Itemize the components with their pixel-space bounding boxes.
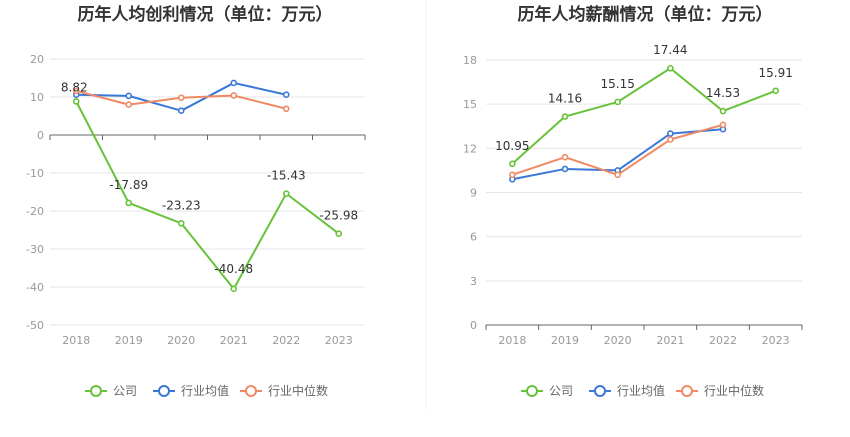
y-tick-label: -30 xyxy=(26,243,44,256)
data-point-industry_median xyxy=(719,121,727,129)
data-point-industry_median xyxy=(282,105,290,113)
legend-swatch-marker xyxy=(90,385,102,397)
legend-label: 行业均值 xyxy=(617,383,665,398)
legend-swatch-marker xyxy=(594,385,606,397)
legend-label: 公司 xyxy=(549,384,573,398)
data-label: -25.98 xyxy=(319,209,358,223)
data-point-company xyxy=(719,107,727,115)
legend-label: 公司 xyxy=(113,384,137,398)
legend-swatch-marker xyxy=(526,385,538,397)
y-tick-label: 0 xyxy=(37,129,44,142)
data-label: 10.95 xyxy=(495,139,529,153)
y-tick-label: 10 xyxy=(30,91,44,104)
data-point-industry_avg xyxy=(177,107,185,114)
x-tick-label: 2018 xyxy=(62,334,90,347)
y-tick-label: -10 xyxy=(26,167,44,180)
data-point-industry_median xyxy=(614,171,621,179)
data-label: -15.43 xyxy=(267,169,306,183)
data-point-industry_avg xyxy=(125,92,133,100)
x-tick-label: 2019 xyxy=(115,334,143,347)
y-tick-label: 12 xyxy=(463,142,477,155)
chart-title: 历年人均薪酬情况（单位：万元） xyxy=(518,4,773,25)
x-tick-label: 2023 xyxy=(325,334,353,347)
data-point-industry_median xyxy=(561,153,569,161)
chart-2: 历年人均薪酬情况（单位：万元） 18 15 12 9 6 3 0 2018 2019 2020 202… xyxy=(463,4,803,398)
data-point-industry_median xyxy=(177,94,185,102)
data-point-industry_median xyxy=(667,136,674,143)
data-point-industry_median xyxy=(509,171,516,179)
x-tick-label: 2018 xyxy=(498,334,526,347)
data-label: -40.48 xyxy=(214,262,253,276)
legend-item-industry_median: 行业中位数 xyxy=(676,383,764,398)
chart-1: 历年人均创利情况（单位：万元） 20 10 0 -10 -20 -30 -40 -50 2018 2… xyxy=(26,4,366,398)
legend-swatch-marker xyxy=(158,385,170,397)
y-tick-label: -50 xyxy=(26,319,44,332)
data-point-company xyxy=(667,64,674,72)
x-tick-label: 2020 xyxy=(167,334,195,347)
data-label: -23.23 xyxy=(162,198,201,212)
y-tick-label: 9 xyxy=(470,187,477,200)
legend-item-industry_avg: 行业均值 xyxy=(589,383,665,398)
x-tick-label: 2020 xyxy=(604,334,632,347)
data-point-company xyxy=(614,98,621,106)
legend-label: 行业中位数 xyxy=(704,383,764,398)
data-point-company xyxy=(561,113,569,120)
legend-item-industry_median: 行业中位数 xyxy=(240,383,328,398)
y-tick-label: 15 xyxy=(463,98,477,111)
legend-swatch-marker xyxy=(245,385,257,397)
x-tick-label: 2021 xyxy=(220,334,248,347)
legend-item-industry_avg: 行业均值 xyxy=(153,383,229,398)
x-tick-label: 2023 xyxy=(762,334,790,347)
x-tick-label: 2022 xyxy=(709,334,737,347)
y-tick-label: -20 xyxy=(26,205,44,218)
data-label: 14.16 xyxy=(548,92,582,106)
data-label: 15.15 xyxy=(600,77,634,91)
data-point-industry_avg xyxy=(561,165,569,173)
x-tick-label: 2021 xyxy=(656,334,684,347)
data-point-industry_median xyxy=(230,92,238,99)
legend-item-company: 公司 xyxy=(85,384,137,398)
data-point-company xyxy=(125,199,133,207)
y-tick-label: 0 xyxy=(470,319,477,332)
legend-label: 行业均值 xyxy=(181,383,229,398)
data-point-company xyxy=(509,160,516,168)
legend-swatch-marker xyxy=(681,385,693,397)
data-point-industry_avg xyxy=(667,130,674,137)
y-tick-label: 6 xyxy=(470,231,477,244)
data-point-industry_median xyxy=(125,101,133,108)
data-point-company xyxy=(282,190,290,197)
data-label: 17.44 xyxy=(653,43,687,57)
data-point-industry_avg xyxy=(282,91,290,99)
data-point-company xyxy=(177,219,185,227)
x-tick-label: 2019 xyxy=(551,334,579,347)
legend-item-company: 公司 xyxy=(521,384,573,398)
chart-title: 历年人均创利情况（单位：万元） xyxy=(78,4,333,25)
y-tick-label: 18 xyxy=(463,54,477,67)
data-label: 14.53 xyxy=(706,86,740,100)
x-tick-label: 2022 xyxy=(272,334,300,347)
legend-label: 行业中位数 xyxy=(268,383,328,398)
data-label: -17.89 xyxy=(109,178,148,192)
data-label: 8.82 xyxy=(61,80,88,94)
data-label: 15.91 xyxy=(758,66,792,80)
data-point-company xyxy=(772,87,779,95)
data-point-company xyxy=(72,98,80,105)
y-tick-label: 3 xyxy=(470,275,477,288)
series-line-company xyxy=(75,101,340,290)
series-line-company xyxy=(511,67,777,165)
data-point-company xyxy=(230,285,238,293)
data-point-industry_median xyxy=(72,87,80,95)
y-tick-label: 20 xyxy=(30,53,44,66)
data-point-company xyxy=(335,230,343,238)
y-tick-label: -40 xyxy=(26,281,44,294)
data-point-industry_avg xyxy=(230,79,238,87)
